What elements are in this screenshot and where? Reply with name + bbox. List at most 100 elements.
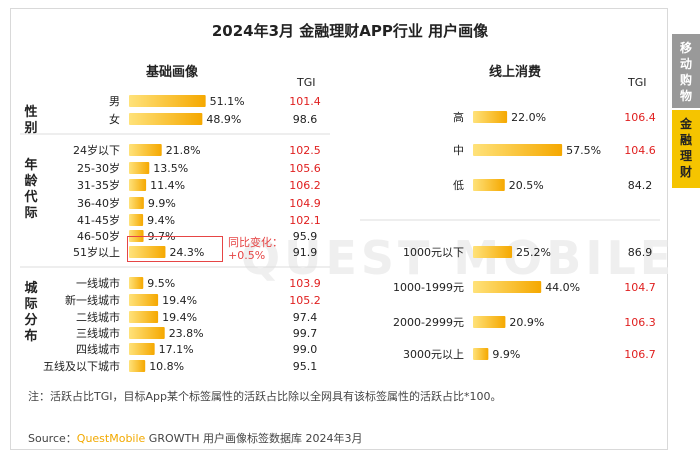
yoy-change-annotation: 同比变化： +0.5% — [228, 236, 283, 262]
value-label: 57.5% — [566, 144, 601, 157]
category-label: 2000-2999元 — [393, 316, 464, 329]
category-label: 五线及以下城市 — [43, 359, 120, 373]
watermark: QUEST MOBILE — [241, 231, 676, 285]
tgi-value: 99.7 — [293, 327, 318, 340]
category-label: 新一线城市 — [65, 293, 120, 307]
tgi-value: 84.2 — [628, 179, 653, 192]
side-tabs: 移 动 购 物 金 融 理 财 — [672, 0, 700, 452]
value-label: 48.9% — [206, 113, 241, 126]
value-label: 9.5% — [147, 277, 175, 290]
bar — [129, 277, 144, 289]
tgi-value: 91.9 — [293, 246, 318, 259]
value-label: 9.4% — [147, 214, 175, 227]
tgi-value: 106.4 — [624, 111, 656, 124]
bar — [473, 316, 506, 328]
value-label: 19.4% — [162, 311, 197, 324]
tgi-value: 102.5 — [289, 144, 321, 157]
bar — [473, 111, 508, 123]
value-label: 13.5% — [153, 162, 188, 175]
right-tgi-header: TGI — [628, 76, 647, 89]
footnote: 注：活跃占比TGI，目标App某个标签属性的活跃占比除以全网具有该标签属性的活跃… — [28, 390, 502, 403]
value-label: 21.8% — [166, 144, 201, 157]
category-label: 低 — [453, 179, 464, 192]
tgi-value: 95.9 — [293, 230, 318, 243]
bar — [129, 197, 144, 209]
source-brand: QuestMobile — [76, 432, 146, 445]
category-label: 四线城市 — [76, 342, 120, 356]
tab-mobile-shopping[interactable]: 移 动 购 物 — [672, 34, 700, 108]
source-prefix: Source： — [28, 432, 77, 445]
category-label: 41-45岁 — [77, 213, 120, 227]
tgi-value: 106.2 — [289, 179, 321, 192]
tgi-value: 97.4 — [293, 311, 318, 324]
highlight-box — [127, 236, 223, 262]
category-label: 高 — [453, 110, 464, 124]
bar — [473, 179, 505, 191]
group-label-gender: 性 别 — [24, 105, 38, 136]
tgi-value: 105.2 — [289, 294, 321, 307]
category-label: 二线城市 — [76, 310, 120, 324]
tgi-value: 106.3 — [624, 316, 656, 329]
bar — [129, 162, 150, 174]
tgi-value: 105.6 — [289, 162, 321, 175]
bar — [129, 311, 159, 323]
bar — [129, 327, 165, 339]
value-label: 24.3% — [169, 246, 204, 259]
bar — [473, 348, 489, 360]
bar — [473, 246, 513, 258]
category-label: 36-40岁 — [77, 196, 120, 210]
category-label: 三线城市 — [76, 326, 120, 340]
value-label: 17.1% — [159, 343, 194, 356]
tgi-value: 104.6 — [624, 144, 656, 157]
bar — [129, 246, 166, 258]
value-label: 20.9% — [509, 316, 544, 329]
tgi-value: 98.6 — [293, 113, 318, 126]
page-title: 2024年3月 金融理财APP行业 用户画像 — [211, 22, 489, 40]
value-label: 9.9% — [492, 348, 520, 361]
value-label: 20.5% — [509, 179, 544, 192]
tab-finance[interactable]: 金 融 理 财 — [672, 110, 700, 188]
bar — [129, 144, 162, 156]
tgi-value: 99.0 — [293, 343, 318, 356]
left-tgi-header: TGI — [297, 76, 316, 89]
tgi-value: 103.9 — [289, 277, 321, 290]
bar — [129, 214, 144, 226]
value-label: 23.8% — [169, 327, 204, 340]
right-chart-header: 线上消费 — [489, 65, 542, 80]
category-label: 51岁以上 — [73, 245, 120, 259]
tgi-value: 95.1 — [293, 360, 318, 373]
category-label: 3000元以上 — [403, 348, 464, 361]
bar — [129, 360, 146, 372]
tgi-value: 86.9 — [628, 246, 653, 259]
category-label: 男 — [109, 95, 120, 108]
value-label: 25.2% — [516, 246, 551, 259]
value-label: 51.1% — [210, 95, 245, 108]
source-rest: GROWTH 用户画像标签数据库 2024年3月 — [145, 432, 363, 445]
category-label: 女 — [109, 112, 120, 126]
bar — [129, 294, 159, 306]
tgi-value: 106.7 — [624, 348, 656, 361]
category-label: 25-30岁 — [77, 161, 120, 175]
tgi-value: 101.4 — [289, 95, 321, 108]
category-label: 46-50岁 — [77, 229, 120, 243]
value-label: 9.9% — [148, 197, 176, 210]
category-label: 一线城市 — [76, 276, 120, 290]
left-chart-header: 基础画像 — [146, 65, 199, 80]
group-label-city: 城 际 分 布 — [24, 281, 38, 344]
value-label: 11.4% — [150, 179, 185, 192]
tgi-value: 104.9 — [289, 197, 321, 210]
main-panel: QUEST MOBILE — [10, 8, 671, 450]
category-label: 24岁以下 — [73, 143, 120, 157]
bar — [473, 144, 563, 156]
value-label: 19.4% — [162, 294, 197, 307]
tgi-value: 102.1 — [289, 214, 321, 227]
group-label-age: 年 龄 代 际 — [24, 158, 38, 221]
category-label: 1000元以下 — [403, 246, 464, 259]
bar — [129, 113, 203, 125]
left-bar-chart: 男 51.1% 101.4 女 48.9% 98.6 24岁以下 21.8% 102.5 25-3… — [20, 95, 330, 373]
bar — [129, 343, 155, 355]
bar — [129, 179, 147, 191]
bar — [129, 95, 206, 107]
source-line: Source：QuestMobile GROWTH 用户画像标签数据库 2024… — [28, 430, 363, 446]
